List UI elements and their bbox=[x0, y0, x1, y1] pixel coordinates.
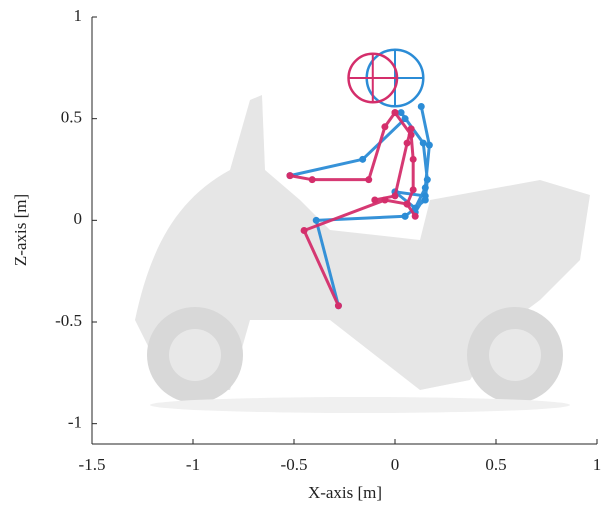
joint bbox=[422, 184, 429, 191]
chart: X-axis [m] Z-axis [m] -1.5 -1 -0.5 0 0.5 1 -1 -… bbox=[0, 0, 609, 515]
y-tick-label: -0.5 bbox=[55, 311, 82, 330]
joint bbox=[420, 140, 427, 147]
joint bbox=[412, 213, 419, 220]
x-tick-label: -1.5 bbox=[79, 455, 106, 474]
joint bbox=[309, 176, 316, 183]
joint bbox=[426, 142, 433, 149]
y-axis-label: Z-axis [m] bbox=[11, 194, 30, 266]
joint bbox=[381, 123, 388, 130]
scooter-background bbox=[135, 95, 590, 413]
joint bbox=[335, 302, 342, 309]
joint bbox=[359, 156, 366, 163]
y-tick-label: -1 bbox=[68, 413, 82, 432]
joint bbox=[402, 213, 409, 220]
y-tick-label: 0 bbox=[74, 209, 83, 228]
joint bbox=[410, 186, 417, 193]
joint bbox=[313, 217, 320, 224]
joint bbox=[371, 197, 378, 204]
joint bbox=[404, 140, 411, 147]
joint bbox=[365, 176, 372, 183]
joint bbox=[410, 156, 417, 163]
joint bbox=[424, 176, 431, 183]
joint bbox=[301, 227, 308, 234]
joint bbox=[404, 201, 411, 208]
joint bbox=[286, 172, 293, 179]
y-tick-label: 1 bbox=[74, 6, 83, 25]
x-tick-label: -1 bbox=[186, 455, 200, 474]
joint bbox=[418, 103, 425, 110]
x-tick-label: -0.5 bbox=[281, 455, 308, 474]
joint bbox=[408, 125, 415, 132]
joint bbox=[392, 192, 399, 199]
x-tick-label: 0.5 bbox=[485, 455, 506, 474]
x-axis-label: X-axis [m] bbox=[308, 483, 382, 502]
x-tick-label: 0 bbox=[391, 455, 400, 474]
joint bbox=[381, 197, 388, 204]
page: {"chart_data": {"type": "line", "x_label… bbox=[0, 0, 609, 520]
joint bbox=[408, 131, 415, 138]
joint bbox=[392, 109, 399, 116]
joint bbox=[422, 192, 429, 199]
x-tick-label: 1 bbox=[593, 455, 602, 474]
y-tick-label: 0.5 bbox=[61, 108, 82, 127]
